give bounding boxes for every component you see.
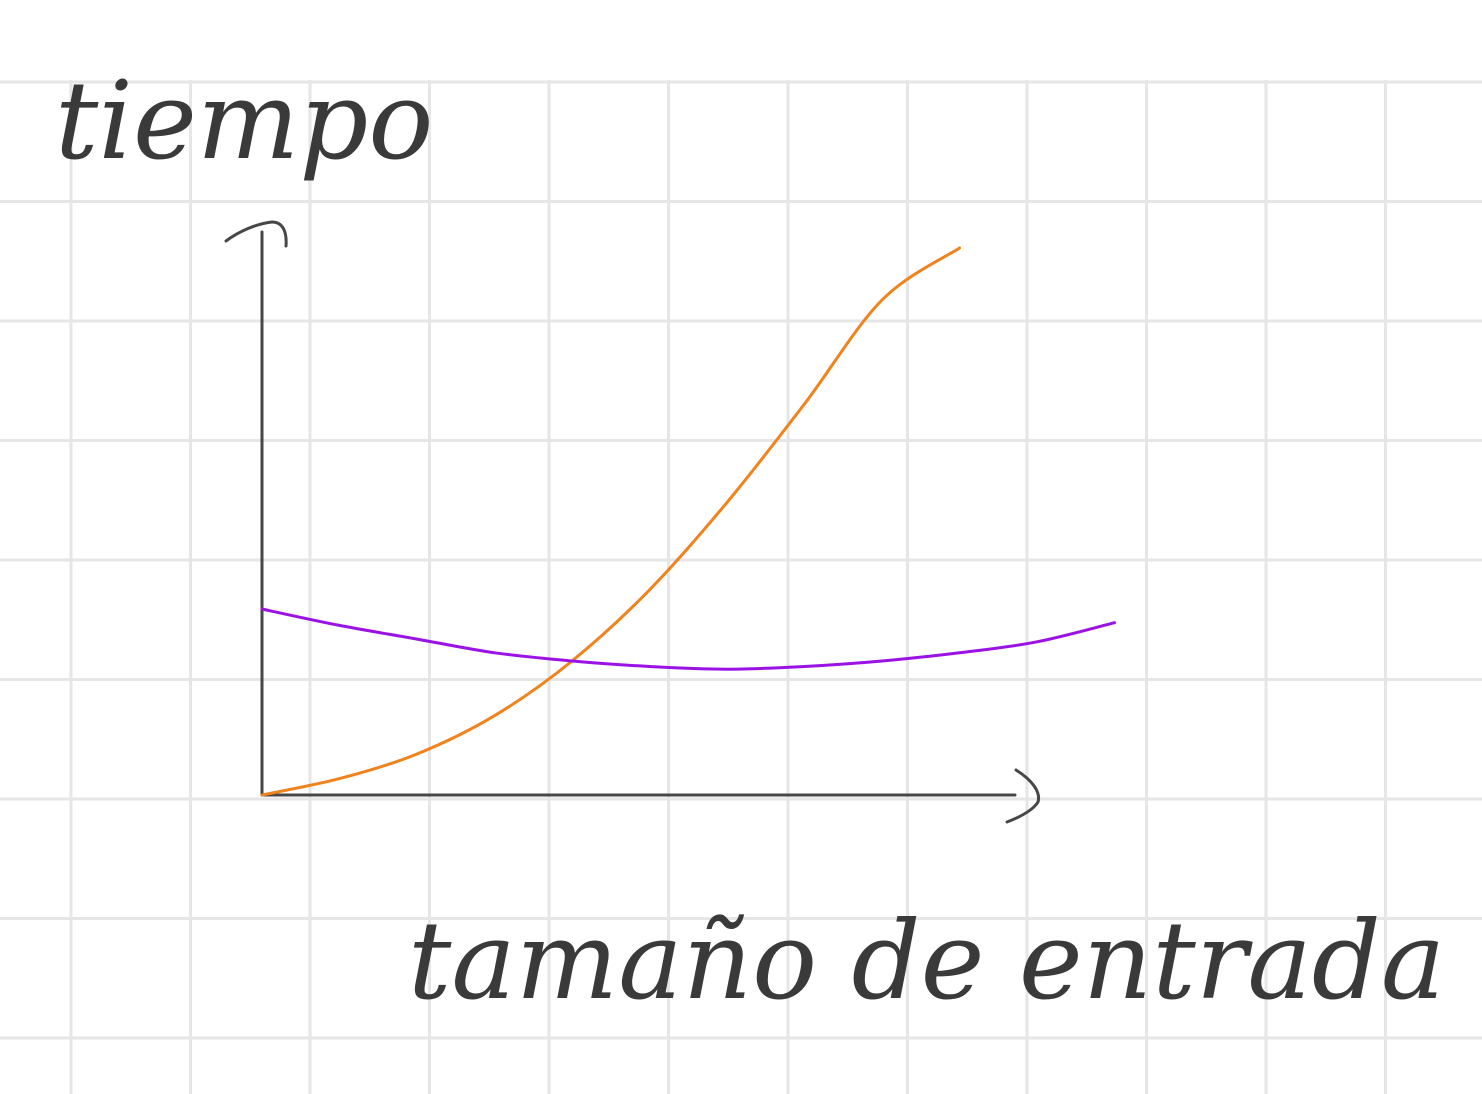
y-axis-label: tiempo	[55, 59, 433, 184]
x-axis-arrowhead	[1005, 768, 1041, 824]
grid	[0, 80, 1482, 1094]
series-line-2	[260, 607, 1116, 671]
series-line-1	[260, 246, 961, 797]
axes	[224, 220, 1041, 824]
series-layer	[260, 246, 1116, 797]
y-axis-arrowhead	[224, 220, 288, 248]
x-axis-label: tamaño de entrada	[408, 899, 1445, 1024]
